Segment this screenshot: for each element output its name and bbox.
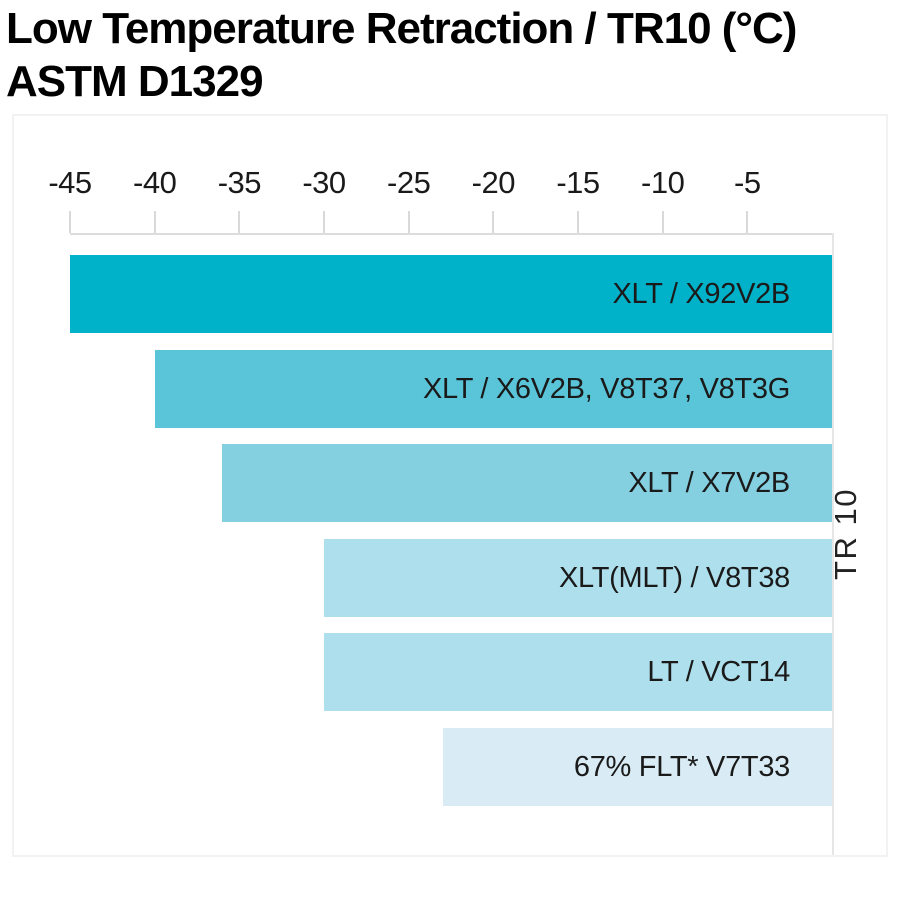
chart-title-line2: ASTM D1329 [6, 57, 264, 106]
bar-label: XLT / X7V2B [628, 466, 790, 499]
bar: XLT / X92V2B [70, 255, 832, 333]
x-tick-mark [661, 211, 664, 233]
x-tick-label: -35 [217, 165, 262, 200]
chart-title-line1: Low Temperature Retraction / TR10 (°C) [6, 4, 797, 53]
bar-label: XLT(MLT) / V8T38 [558, 561, 790, 594]
x-tick-mark [492, 211, 495, 233]
bar-label: XLT / X6V2B, V8T37, V8T3G [422, 372, 790, 405]
x-tick-mark [69, 211, 71, 233]
bar: XLT / X6V2B, V8T37, V8T3G [154, 350, 832, 428]
plot-area: -45 -40 -35 -30 -25 -20 -15 -10 -5 XLT / X92V2B X… [14, 116, 886, 855]
x-tick-label: -20 [471, 165, 516, 200]
x-tick-label: -40 [133, 165, 177, 200]
x-tick-mark [153, 211, 156, 233]
x-tick-label: -45 [48, 165, 92, 200]
x-tick-label: -25 [387, 165, 431, 200]
bar: XLT(MLT) / V8T38 [324, 539, 832, 617]
bar-label: LT / VCT14 [647, 655, 790, 688]
x-tick-mark [746, 211, 749, 233]
bar-label: XLT / X92V2B [612, 277, 790, 310]
bar: LT / VCT14 [324, 633, 832, 711]
x-tick-mark [577, 211, 579, 233]
zero-baseline [832, 233, 834, 855]
chart-title: Low Temperature Retraction / TR10 (°C) A… [6, 2, 797, 108]
bar: 67% FLT* V7T33 [442, 728, 832, 806]
bar-label: 67% FLT* V7T33 [573, 750, 790, 783]
x-tick-label: -10 [641, 165, 685, 200]
x-tick-mark [407, 211, 410, 233]
x-tick-mark [238, 211, 241, 233]
x-tick-mark [323, 211, 325, 233]
chart-panel: -45 -40 -35 -30 -25 -20 -15 -10 -5 XLT / X92V2B X… [12, 114, 888, 857]
x-tick-label: -30 [302, 165, 346, 200]
right-axis-label: TR 10 [828, 488, 863, 580]
x-tick-label: -15 [556, 165, 600, 200]
x-tick-label: -5 [734, 165, 761, 200]
bar: XLT / X7V2B [222, 444, 832, 522]
top-axis-line [70, 233, 832, 235]
